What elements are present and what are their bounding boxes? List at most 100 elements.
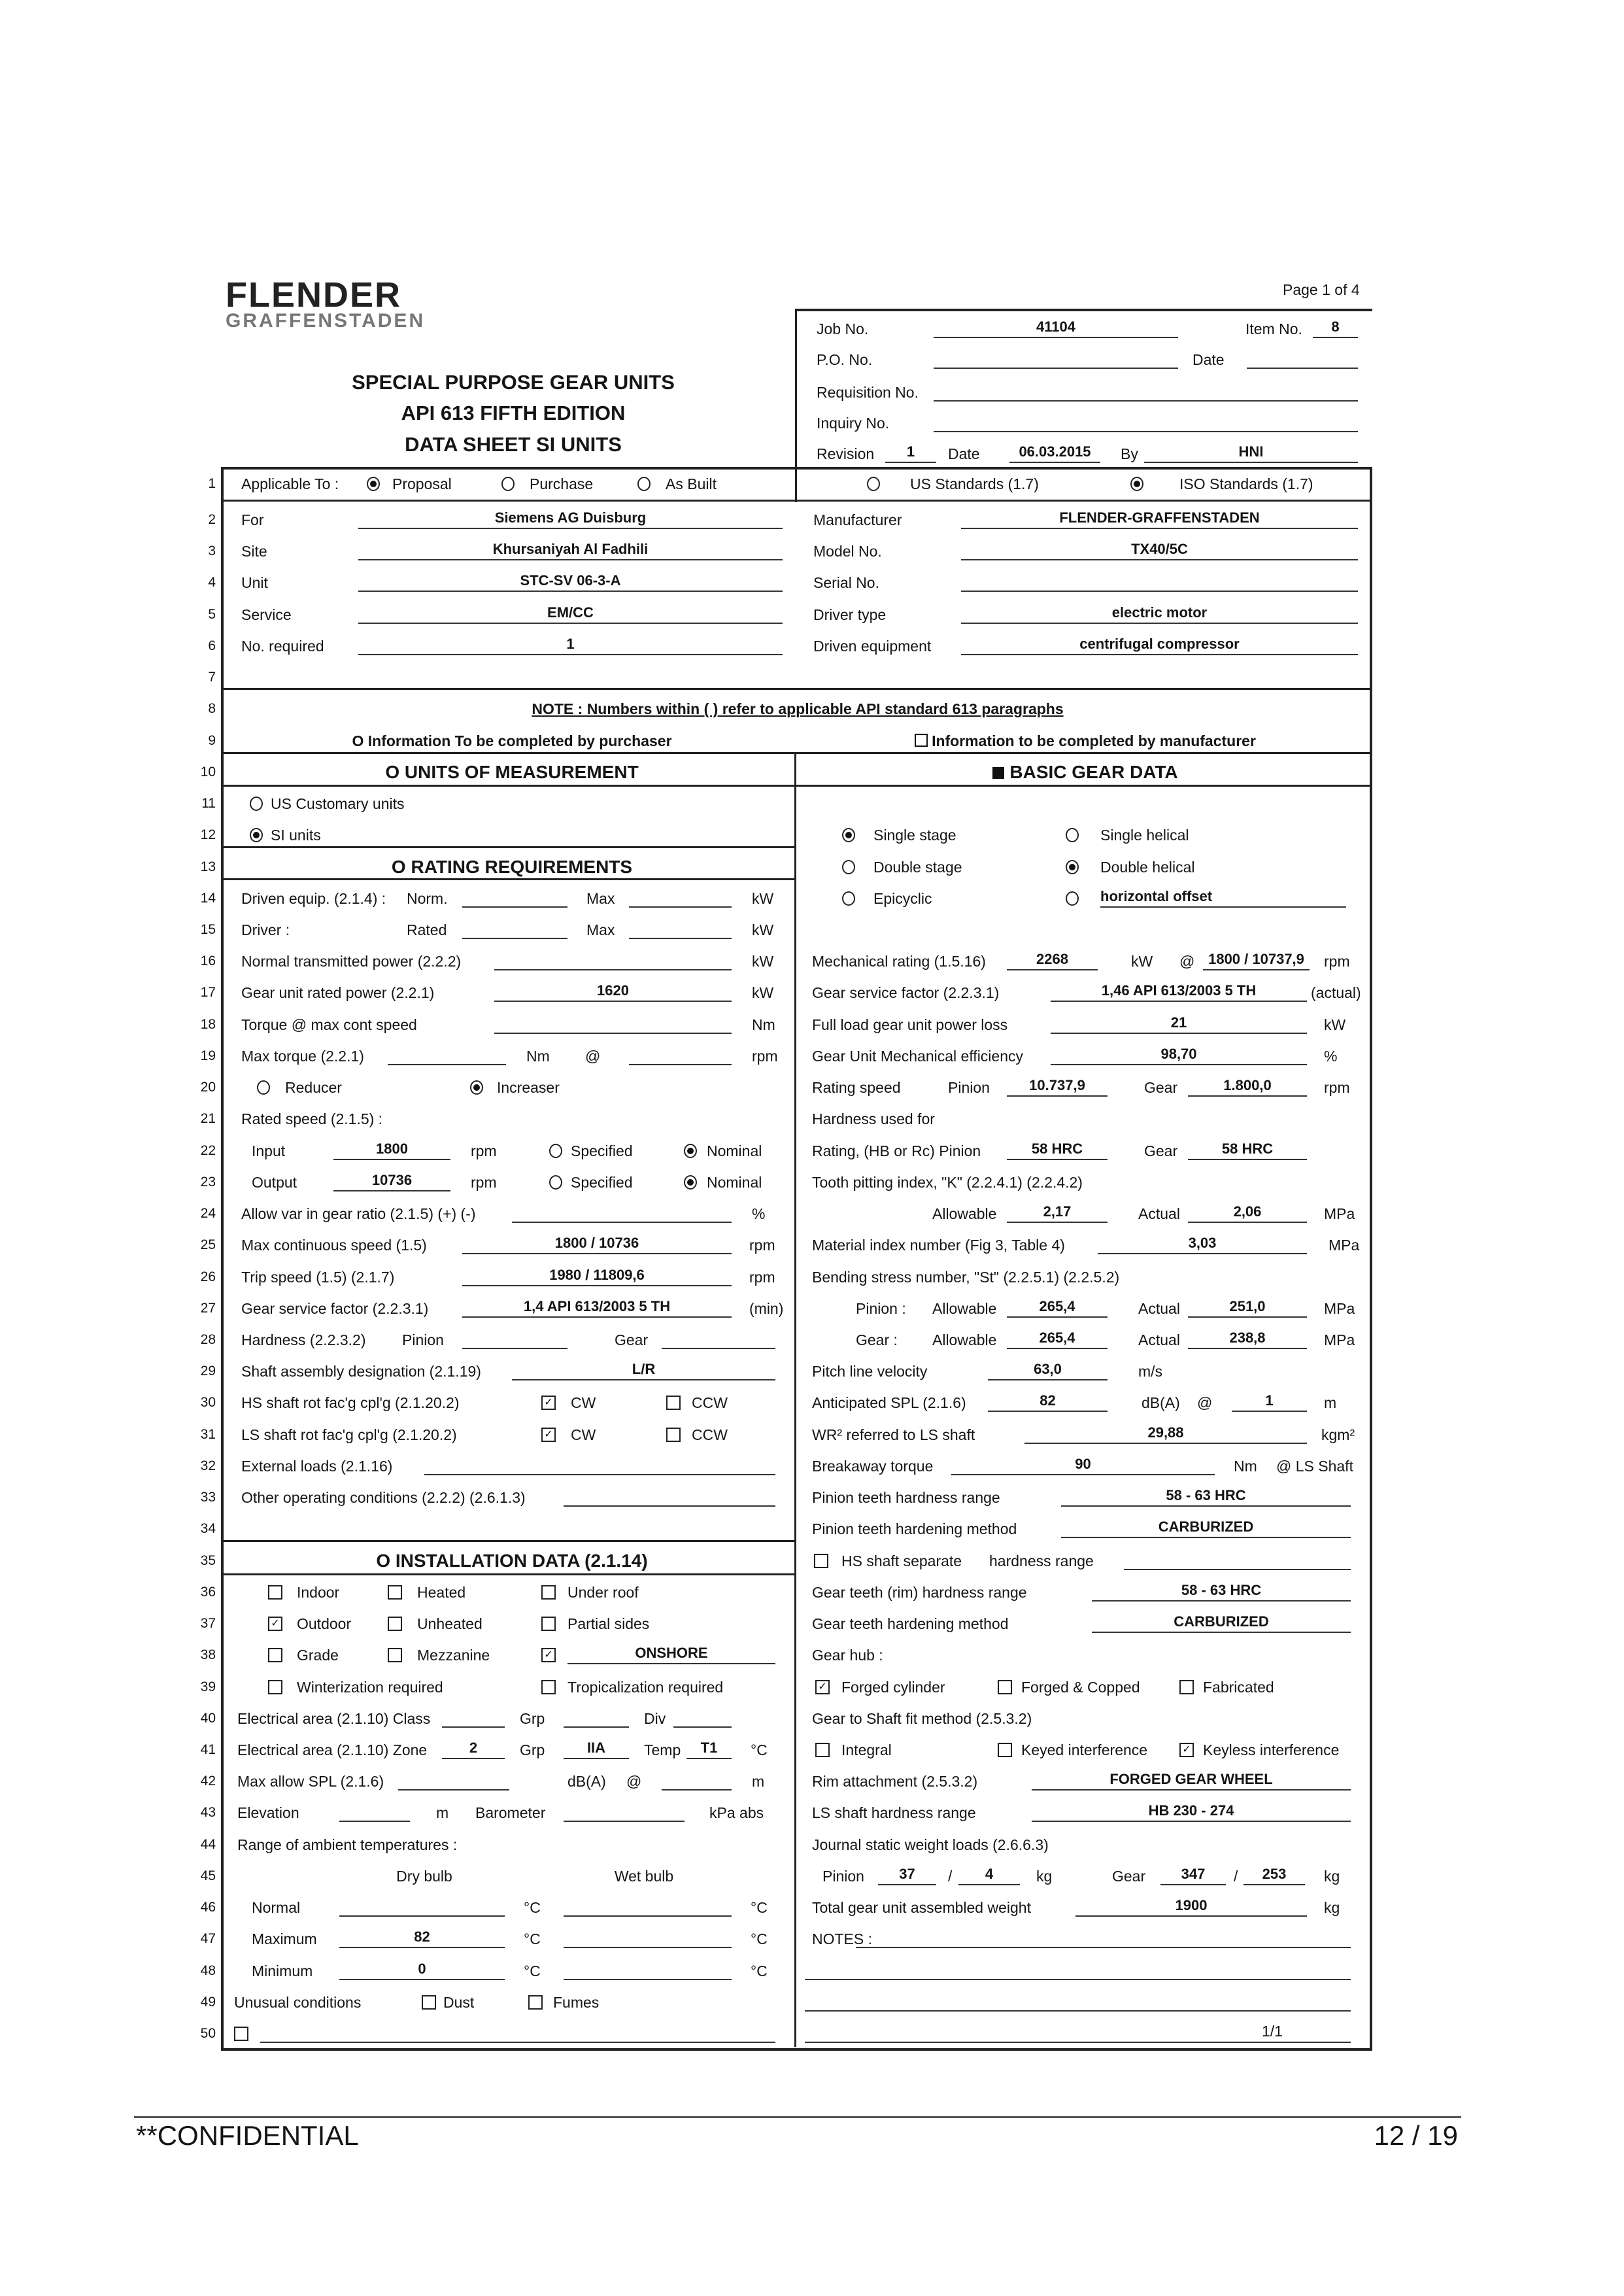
gear-rating-hardness-pinion-field[interactable]: 58 HRC xyxy=(1007,1139,1108,1160)
gear-power-loss-value-field[interactable]: 21 xyxy=(1051,1013,1307,1034)
installation-indoor-checked-checkbox[interactable] xyxy=(268,1585,282,1600)
gear-breakaway-value-field[interactable]: 90 xyxy=(951,1454,1215,1475)
installation-other-checked-checkbox[interactable] xyxy=(234,2027,248,2042)
gear-mech-rating-value-field[interactable]: 2268 xyxy=(1007,950,1098,971)
header-inquiry-no-value-field[interactable] xyxy=(934,411,1358,432)
gear-double-stage-checked-radio[interactable] xyxy=(842,859,855,874)
gear-pitch-velocity-value-field[interactable]: 63,0 xyxy=(988,1360,1108,1381)
header-by-value-field[interactable]: HNI xyxy=(1144,442,1358,463)
installation-elec-class-class-field[interactable] xyxy=(442,1707,505,1728)
rating-reducer-checked-radio[interactable] xyxy=(257,1080,270,1095)
gear-journal-gear-2-field[interactable]: 253 xyxy=(1243,1864,1305,1885)
installation-partial-sides-checked-checkbox[interactable] xyxy=(541,1617,556,1632)
gear-other-type-checked-radio[interactable] xyxy=(1066,891,1079,906)
rating-torque-max-cont-value-field[interactable] xyxy=(494,1013,732,1034)
installation-outdoor-checked-checkbox[interactable] xyxy=(268,1617,282,1632)
units-us-checked-radio[interactable] xyxy=(250,797,263,812)
gear-spl-distance-field[interactable]: 1 xyxy=(1232,1391,1307,1413)
rating-max-torque-value-field[interactable] xyxy=(388,1044,506,1065)
rating-input-specified-radio[interactable] xyxy=(549,1143,562,1158)
gear-rating-hardness-gear-field[interactable]: 58 HRC xyxy=(1188,1139,1307,1160)
gear-wr2-value-field[interactable]: 29,88 xyxy=(1024,1423,1307,1444)
header-po-no-value-field[interactable] xyxy=(934,348,1178,369)
gear-bending-pinion-actual-field[interactable]: 251,0 xyxy=(1188,1297,1307,1318)
general-right-3-value-field[interactable]: electric motor xyxy=(961,603,1358,624)
gear-epicyclic-checked-radio[interactable] xyxy=(842,891,855,906)
installation-winterization-checked-checkbox[interactable] xyxy=(268,1679,282,1694)
installation-unusual-fumes-checkbox[interactable] xyxy=(528,1995,543,2010)
gear-notes-0-field[interactable] xyxy=(856,1927,1351,1949)
rating-output-value-field[interactable]: 10736 xyxy=(333,1171,450,1191)
rating-driver-max-field[interactable] xyxy=(629,918,732,939)
installation-max-spl-value-field[interactable] xyxy=(398,1770,509,1791)
installation-max-spl-distance-field[interactable] xyxy=(662,1770,732,1791)
general-left-3-value-field[interactable]: EM/CC xyxy=(358,603,783,624)
header-revision-date-value-field[interactable]: 06.03.2015 xyxy=(1009,442,1100,463)
rating-other-conditions-value-field[interactable] xyxy=(564,1486,775,1507)
gear-single-helical-checked-radio[interactable] xyxy=(1066,828,1079,843)
general-left-0-value-field[interactable]: Siemens AG Duisburg xyxy=(358,508,783,529)
rating-normal-power-value-field[interactable] xyxy=(494,950,732,971)
rating-external-loads-value-field[interactable] xyxy=(424,1454,775,1475)
installation-other-value-field[interactable] xyxy=(260,2022,775,2044)
gear-rim-value-field[interactable]: FORGED GEAR WHEEL xyxy=(1032,1770,1351,1791)
installation-temps-0-dry-field[interactable] xyxy=(339,1896,505,1917)
gear-bending-gear-actual-field[interactable]: 238,8 xyxy=(1188,1328,1307,1349)
gear-hub-forged-cylinder-checked-checkbox[interactable] xyxy=(815,1679,830,1694)
installation-elec-zone-temp-field[interactable]: T1 xyxy=(686,1738,732,1759)
installation-elevation-barometer-field[interactable] xyxy=(564,1801,685,1823)
general-right-4-value-field[interactable]: centrifugal compressor xyxy=(961,634,1358,655)
gear-pitting-actual-field[interactable]: 2,06 xyxy=(1188,1202,1307,1224)
installation-elec-class-div-field[interactable] xyxy=(673,1707,732,1728)
header-item-no-value-field[interactable]: 8 xyxy=(1313,317,1358,338)
gear-spl-value-field[interactable]: 82 xyxy=(988,1391,1108,1413)
rating-ls-rot-ccw-checkbox[interactable] xyxy=(666,1427,681,1442)
gear-gear-hardness-value-field[interactable]: 58 - 63 HRC xyxy=(1092,1581,1351,1602)
installation-temps-0-wet-field[interactable] xyxy=(564,1896,732,1917)
general-left-4-value-field[interactable]: 1 xyxy=(358,634,783,655)
gear-gear-method-value-field[interactable]: CARBURIZED xyxy=(1092,1612,1351,1634)
installation-heated-checked-checkbox[interactable] xyxy=(388,1585,402,1600)
general-right-2-value-field[interactable] xyxy=(961,571,1358,592)
gear-pinion-method-value-field[interactable]: CARBURIZED xyxy=(1061,1517,1351,1539)
rating-output-specified-radio[interactable] xyxy=(549,1174,562,1190)
rating-hardness-pinion-field[interactable] xyxy=(462,1328,567,1349)
rating-hardness-gear-field[interactable] xyxy=(662,1328,775,1349)
gear-other-type-label-field[interactable]: horizontal offset xyxy=(1100,887,1346,908)
gear-pinion-hardness-value-field[interactable]: 58 - 63 HRC xyxy=(1061,1486,1351,1507)
gear-hs-separate-checked-checkbox[interactable] xyxy=(814,1553,828,1568)
installation-temps-2-wet-field[interactable] xyxy=(564,1959,732,1980)
gear-hs-separate-value-field[interactable] xyxy=(1124,1549,1351,1570)
installation-unheated-checked-checkbox[interactable] xyxy=(388,1617,402,1632)
installation-tropicalization-checked-checkbox[interactable] xyxy=(541,1679,556,1694)
gear-total-weight-value-field[interactable]: 1900 xyxy=(1075,1896,1307,1917)
gear-rating-speed-pinion-field[interactable]: 10.737,9 xyxy=(1007,1076,1108,1097)
general-left-2-value-field[interactable]: STC-SV 06-3-A xyxy=(358,571,783,592)
installation-elec-zone-grp-field[interactable]: IIA xyxy=(564,1738,629,1759)
applicable-options-1-checked-radio[interactable] xyxy=(501,477,515,491)
gear-double-helical-checked-radio[interactable] xyxy=(1066,859,1079,874)
rating-driven-equip-max-field[interactable] xyxy=(629,887,732,908)
gear-notes-1-field[interactable] xyxy=(805,1959,1351,1980)
rating-driver-rated-field[interactable] xyxy=(462,918,567,939)
standards-1-checked-radio[interactable] xyxy=(1130,477,1143,491)
gear-notes-2-field[interactable] xyxy=(805,1991,1351,2012)
rating-ratio-var-value-field[interactable] xyxy=(512,1202,732,1224)
gear-efficiency-value-field[interactable]: 98,70 xyxy=(1051,1044,1307,1065)
header-job-no-value-field[interactable]: 41104 xyxy=(934,317,1178,338)
rating-trip-speed-value-field[interactable]: 1980 / 11809,6 xyxy=(462,1265,732,1286)
gear-journal-pinion-2-field[interactable]: 4 xyxy=(958,1864,1020,1885)
header-revision-value-field[interactable]: 1 xyxy=(885,442,936,463)
header-requisition-no-value-field[interactable] xyxy=(934,381,1358,402)
installation-elevation-value-field[interactable] xyxy=(339,1801,410,1823)
units-si-checked-radio[interactable] xyxy=(250,828,263,843)
gear-bending-gear-allowable-field[interactable]: 265,4 xyxy=(1007,1328,1108,1349)
gear-pitting-allowable-field[interactable]: 2,17 xyxy=(1007,1202,1108,1224)
standards-0-checked-radio[interactable] xyxy=(867,477,880,491)
rating-ls-rot-cw-checkbox[interactable] xyxy=(541,1427,556,1442)
installation-temps-2-dry-field[interactable]: 0 xyxy=(339,1959,505,1980)
installation-mezzanine-checked-checkbox[interactable] xyxy=(388,1648,402,1663)
installation-temps-1-dry-field[interactable]: 82 xyxy=(339,1927,505,1949)
rating-output-nominal-radio[interactable] xyxy=(684,1174,697,1190)
gear-fit-integral-checked-checkbox[interactable] xyxy=(815,1742,830,1757)
